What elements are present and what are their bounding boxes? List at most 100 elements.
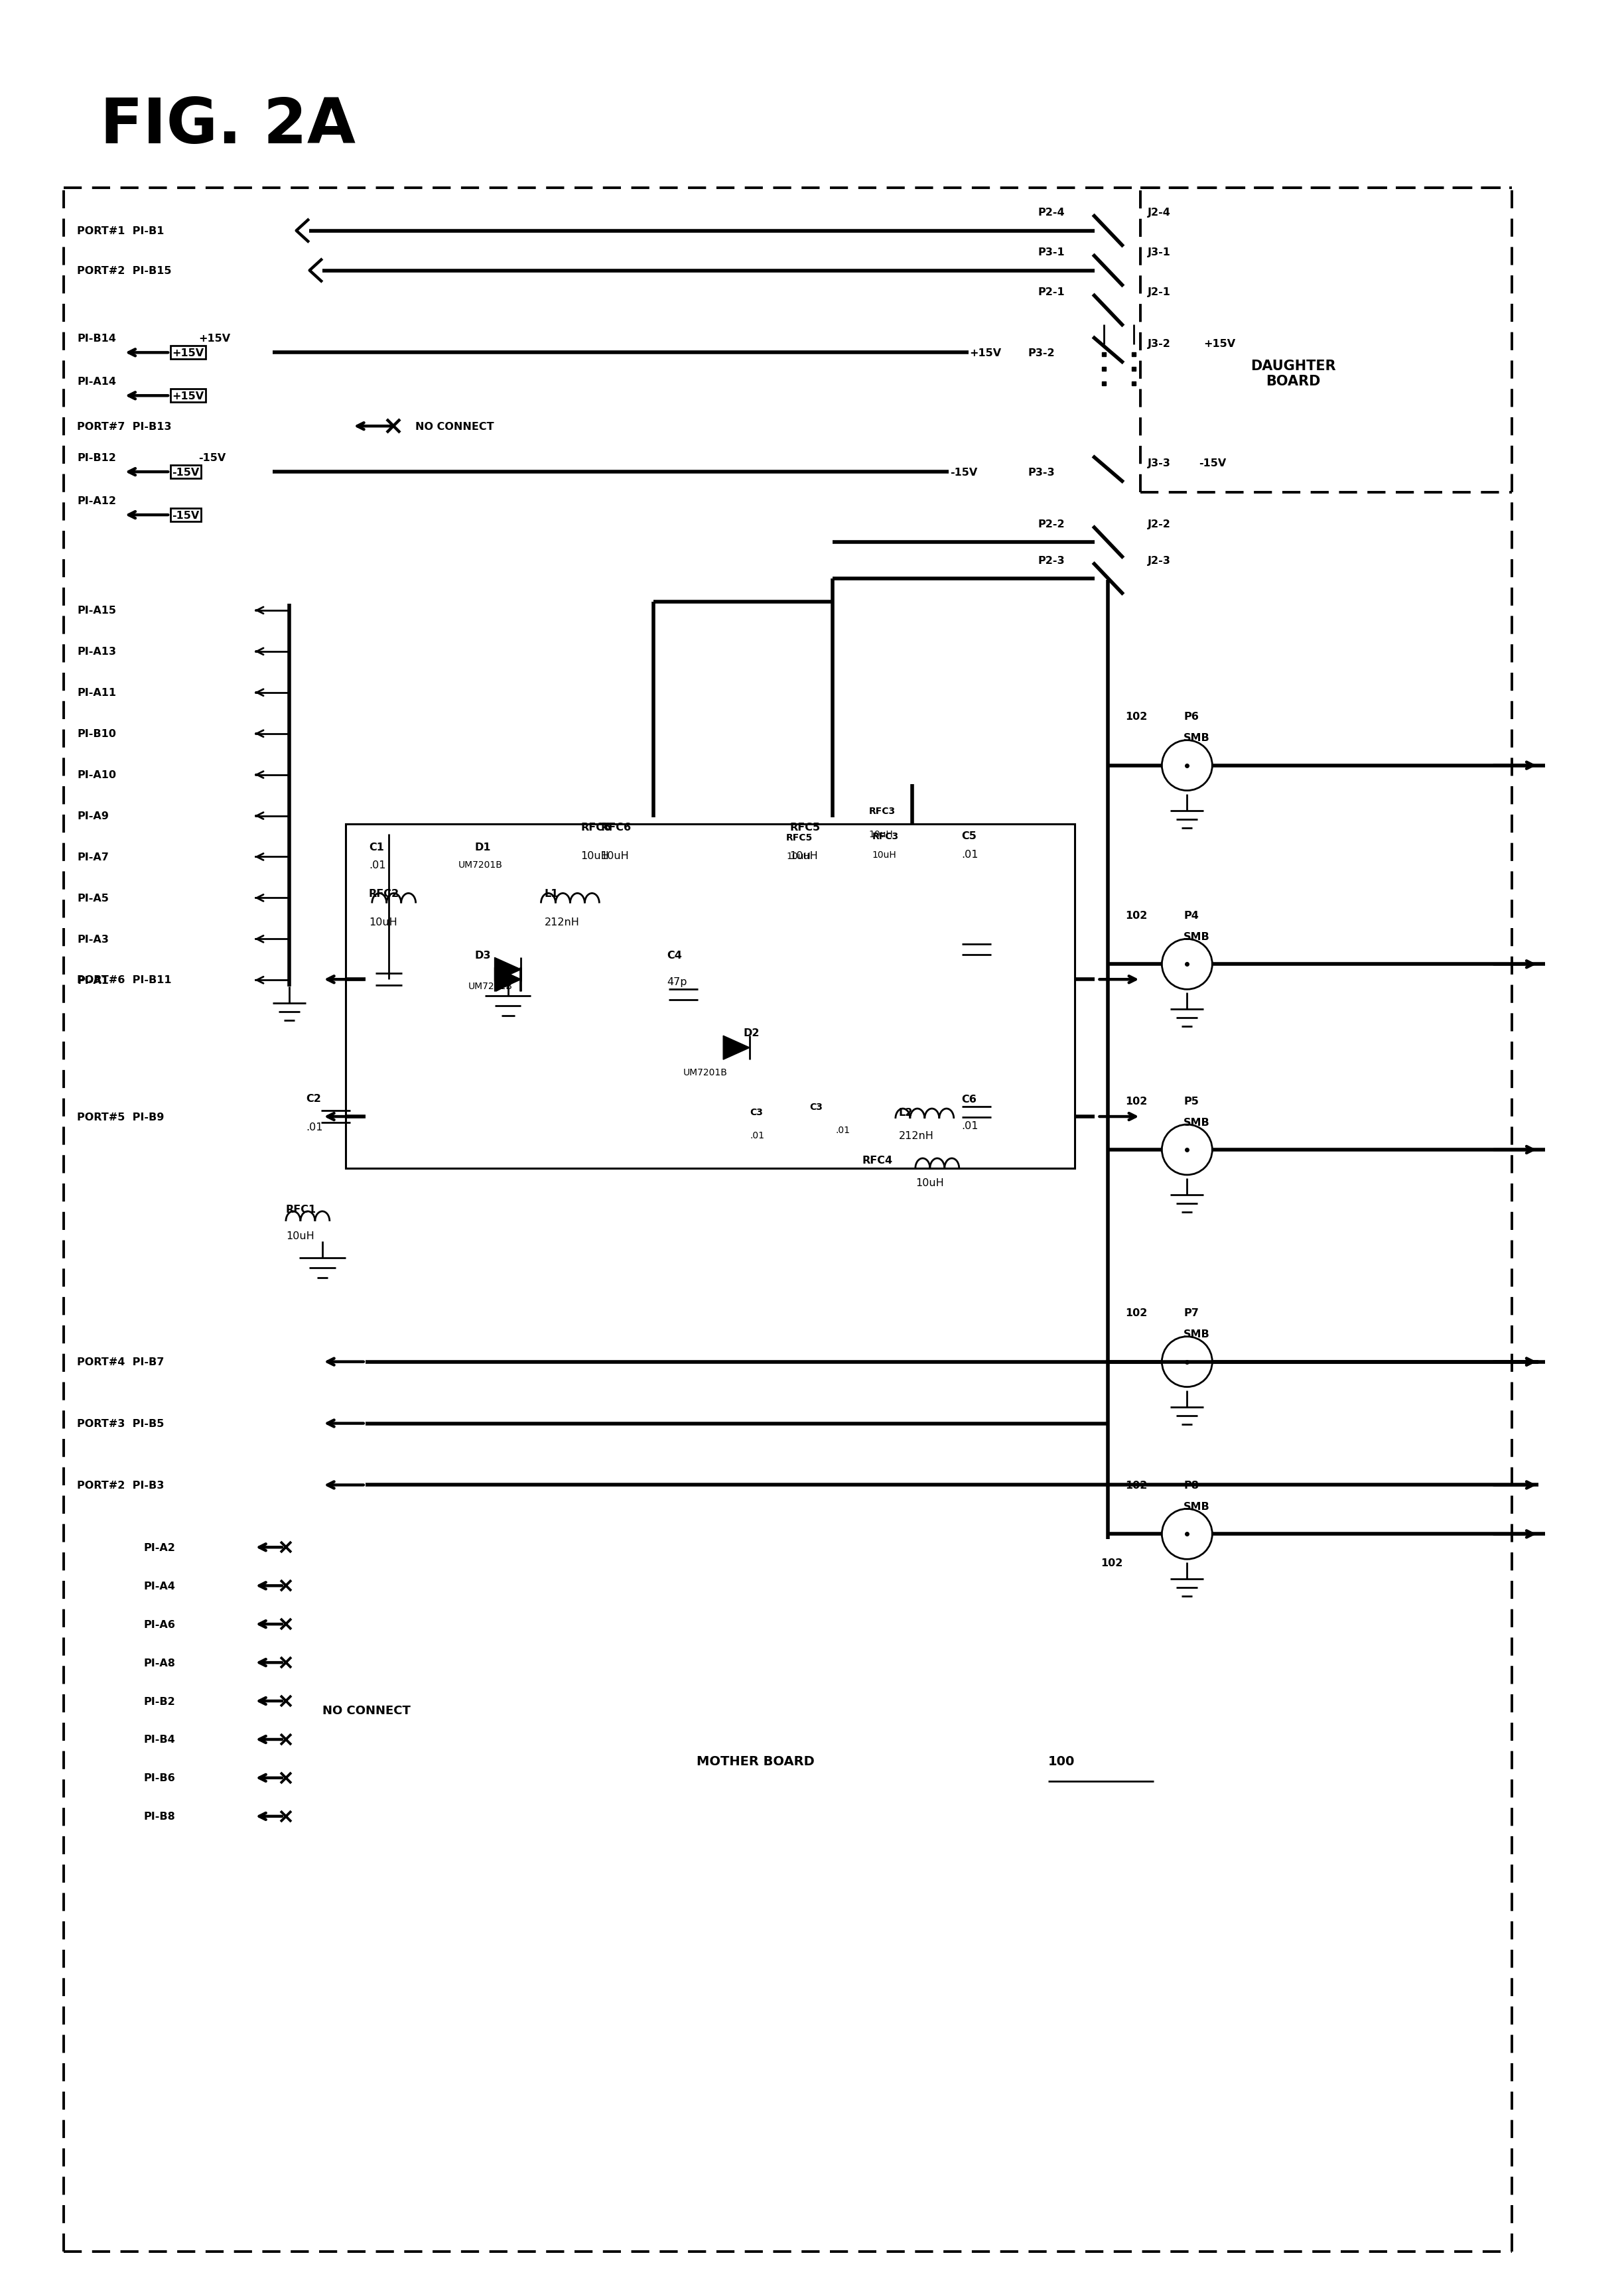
Text: P3-1: P3-1 bbox=[1038, 248, 1065, 257]
Text: P3-2: P3-2 bbox=[1028, 349, 1056, 358]
Text: NO CONNECT: NO CONNECT bbox=[322, 1704, 411, 1717]
Text: PI-A6: PI-A6 bbox=[143, 1619, 175, 1630]
Text: SMB: SMB bbox=[1184, 1329, 1210, 1339]
Text: .01: .01 bbox=[305, 1123, 323, 1132]
Text: PI-A12: PI-A12 bbox=[76, 496, 117, 505]
Text: DAUGHTER
BOARD: DAUGHTER BOARD bbox=[1250, 358, 1337, 388]
Text: P6: P6 bbox=[1184, 712, 1199, 721]
Text: RFC3: RFC3 bbox=[869, 806, 895, 815]
Text: P2-4: P2-4 bbox=[1038, 207, 1065, 218]
Text: J2-4: J2-4 bbox=[1147, 207, 1171, 218]
Text: C3: C3 bbox=[750, 1107, 763, 1116]
Text: UM7201B: UM7201B bbox=[468, 983, 513, 992]
Text: 212nH: 212nH bbox=[544, 916, 580, 928]
Polygon shape bbox=[495, 957, 521, 983]
Text: 102: 102 bbox=[1125, 1095, 1147, 1107]
Text: PI-A7: PI-A7 bbox=[76, 852, 109, 863]
Text: 47p: 47p bbox=[667, 976, 687, 987]
Text: PI-B12: PI-B12 bbox=[76, 452, 117, 464]
Text: PI-B8: PI-B8 bbox=[143, 1812, 175, 1821]
Text: J3-1: J3-1 bbox=[1147, 248, 1171, 257]
Text: 10uH: 10uH bbox=[581, 852, 609, 861]
Text: PI-B10: PI-B10 bbox=[76, 730, 117, 739]
Text: .01: .01 bbox=[836, 1125, 851, 1134]
Text: PI-A9: PI-A9 bbox=[76, 810, 109, 822]
Text: UM7201B: UM7201B bbox=[458, 861, 502, 870]
Text: J2-1: J2-1 bbox=[1147, 287, 1171, 296]
Text: PORT#6  PI-B11: PORT#6 PI-B11 bbox=[76, 976, 172, 985]
Text: 102: 102 bbox=[1125, 912, 1147, 921]
Text: 10uH: 10uH bbox=[869, 829, 893, 838]
Text: 102: 102 bbox=[1125, 712, 1147, 721]
Text: PORT#1  PI-B1: PORT#1 PI-B1 bbox=[76, 227, 164, 236]
Text: J2-2: J2-2 bbox=[1147, 519, 1171, 528]
Text: C2: C2 bbox=[305, 1093, 322, 1104]
Text: P5: P5 bbox=[1184, 1095, 1199, 1107]
Text: 10uH: 10uH bbox=[916, 1178, 944, 1187]
Text: +15V: +15V bbox=[172, 349, 203, 358]
Text: D2: D2 bbox=[744, 1029, 760, 1038]
Text: RFC3: RFC3 bbox=[872, 831, 900, 840]
Text: PI-B6: PI-B6 bbox=[143, 1773, 175, 1784]
Text: -15V: -15V bbox=[1199, 459, 1226, 468]
Text: +15V: +15V bbox=[970, 349, 1002, 358]
Text: PORT#7  PI-B13: PORT#7 PI-B13 bbox=[76, 422, 172, 432]
Text: PORT#5  PI-B9: PORT#5 PI-B9 bbox=[76, 1111, 164, 1123]
Text: PI-A4: PI-A4 bbox=[143, 1582, 175, 1591]
Text: PI-A15: PI-A15 bbox=[76, 606, 117, 615]
Text: L1: L1 bbox=[544, 889, 559, 898]
Text: RFC1: RFC1 bbox=[286, 1205, 317, 1215]
Text: 10uH: 10uH bbox=[786, 852, 810, 861]
Text: C4: C4 bbox=[667, 951, 682, 960]
Text: 10uH: 10uH bbox=[789, 852, 818, 861]
Text: J3-2: J3-2 bbox=[1147, 340, 1171, 349]
Polygon shape bbox=[495, 969, 520, 992]
Text: -15V: -15V bbox=[198, 452, 226, 464]
Text: PI-A2: PI-A2 bbox=[143, 1543, 175, 1552]
Text: PI-B2: PI-B2 bbox=[143, 1697, 175, 1706]
Text: UM7201B: UM7201B bbox=[684, 1068, 728, 1077]
Text: 102: 102 bbox=[1125, 1481, 1147, 1490]
Text: RFC5: RFC5 bbox=[789, 822, 820, 833]
Text: 10uH: 10uH bbox=[872, 850, 896, 859]
Text: PI-A13: PI-A13 bbox=[76, 647, 117, 657]
Text: PI-A10: PI-A10 bbox=[76, 769, 117, 781]
Text: PI-B4: PI-B4 bbox=[143, 1733, 175, 1745]
Text: P2-3: P2-3 bbox=[1038, 556, 1065, 565]
Text: 10uH: 10uH bbox=[286, 1231, 313, 1242]
Text: MOTHER BOARD: MOTHER BOARD bbox=[697, 1754, 815, 1768]
Text: P2-2: P2-2 bbox=[1038, 519, 1065, 528]
Text: RFC6: RFC6 bbox=[581, 822, 611, 833]
Text: 10uH: 10uH bbox=[369, 916, 396, 928]
Text: -15V: -15V bbox=[172, 510, 200, 521]
Text: -15V: -15V bbox=[950, 468, 978, 478]
Text: PI-A3: PI-A3 bbox=[76, 934, 109, 944]
Text: NO CONNECT: NO CONNECT bbox=[416, 422, 494, 432]
Text: PORT#3  PI-B5: PORT#3 PI-B5 bbox=[76, 1419, 164, 1428]
Text: 102: 102 bbox=[1125, 1309, 1147, 1318]
Text: .01: .01 bbox=[961, 1120, 979, 1130]
Text: C1: C1 bbox=[369, 843, 383, 852]
Text: 212nH: 212nH bbox=[898, 1130, 934, 1141]
Text: RFC4: RFC4 bbox=[862, 1155, 893, 1166]
Text: PI-A1: PI-A1 bbox=[76, 976, 109, 985]
Text: P3-3: P3-3 bbox=[1028, 468, 1056, 478]
Text: RFC5: RFC5 bbox=[786, 833, 814, 843]
Text: +15V: +15V bbox=[198, 333, 231, 344]
Text: PORT#2  PI-B3: PORT#2 PI-B3 bbox=[76, 1481, 164, 1490]
Text: 10uH: 10uH bbox=[601, 852, 628, 861]
Text: PI-A11: PI-A11 bbox=[76, 689, 117, 698]
Text: C6: C6 bbox=[961, 1093, 978, 1104]
Bar bbox=[346, 824, 1075, 1169]
Text: SMB: SMB bbox=[1184, 1502, 1210, 1511]
Polygon shape bbox=[495, 969, 521, 992]
Text: J3-3: J3-3 bbox=[1147, 459, 1171, 468]
Text: PI-B14: PI-B14 bbox=[76, 333, 117, 344]
Text: C3: C3 bbox=[809, 1102, 822, 1111]
Text: PI-A14: PI-A14 bbox=[76, 377, 117, 386]
Text: FIG. 2A: FIG. 2A bbox=[101, 96, 356, 156]
Text: L2: L2 bbox=[898, 1107, 913, 1118]
Text: 100: 100 bbox=[1047, 1754, 1075, 1768]
Text: .01: .01 bbox=[750, 1130, 765, 1141]
Text: PORT#4  PI-B7: PORT#4 PI-B7 bbox=[76, 1357, 164, 1366]
